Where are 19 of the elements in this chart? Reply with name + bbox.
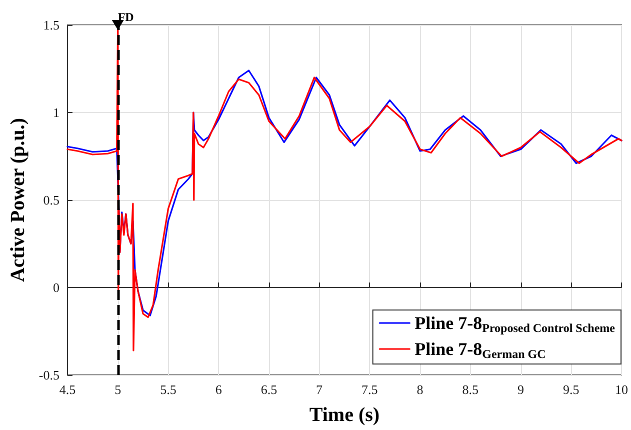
y-tick-label: 0.5 [43,192,60,208]
x-axis-title: Time (s) [309,404,380,426]
x-tick-label: 9 [518,382,524,397]
x-tick-label: 8 [416,382,424,397]
x-tick-label: 6 [215,382,222,397]
y-tick-label: 1 [52,105,60,120]
x-tick-label: 8.5 [462,382,479,397]
y-axis-title: Active Power (p.u.) [7,118,29,282]
x-tick-label: 10 [615,382,628,397]
y-tick-label: 1.5 [43,18,60,32]
x-tick-label: 4.5 [59,382,76,397]
x-tick-label: 7.5 [362,382,378,397]
x-tick-label: 5.5 [160,382,176,397]
y-tick-label: 0 [52,280,60,295]
x-tick-label: 7 [316,382,324,397]
y-tick-label: -0.5 [38,368,60,382]
x-tick-label: 6.5 [260,382,278,397]
x-tick-label: 9.5 [563,382,580,397]
x-tick-label: 5 [114,382,122,397]
